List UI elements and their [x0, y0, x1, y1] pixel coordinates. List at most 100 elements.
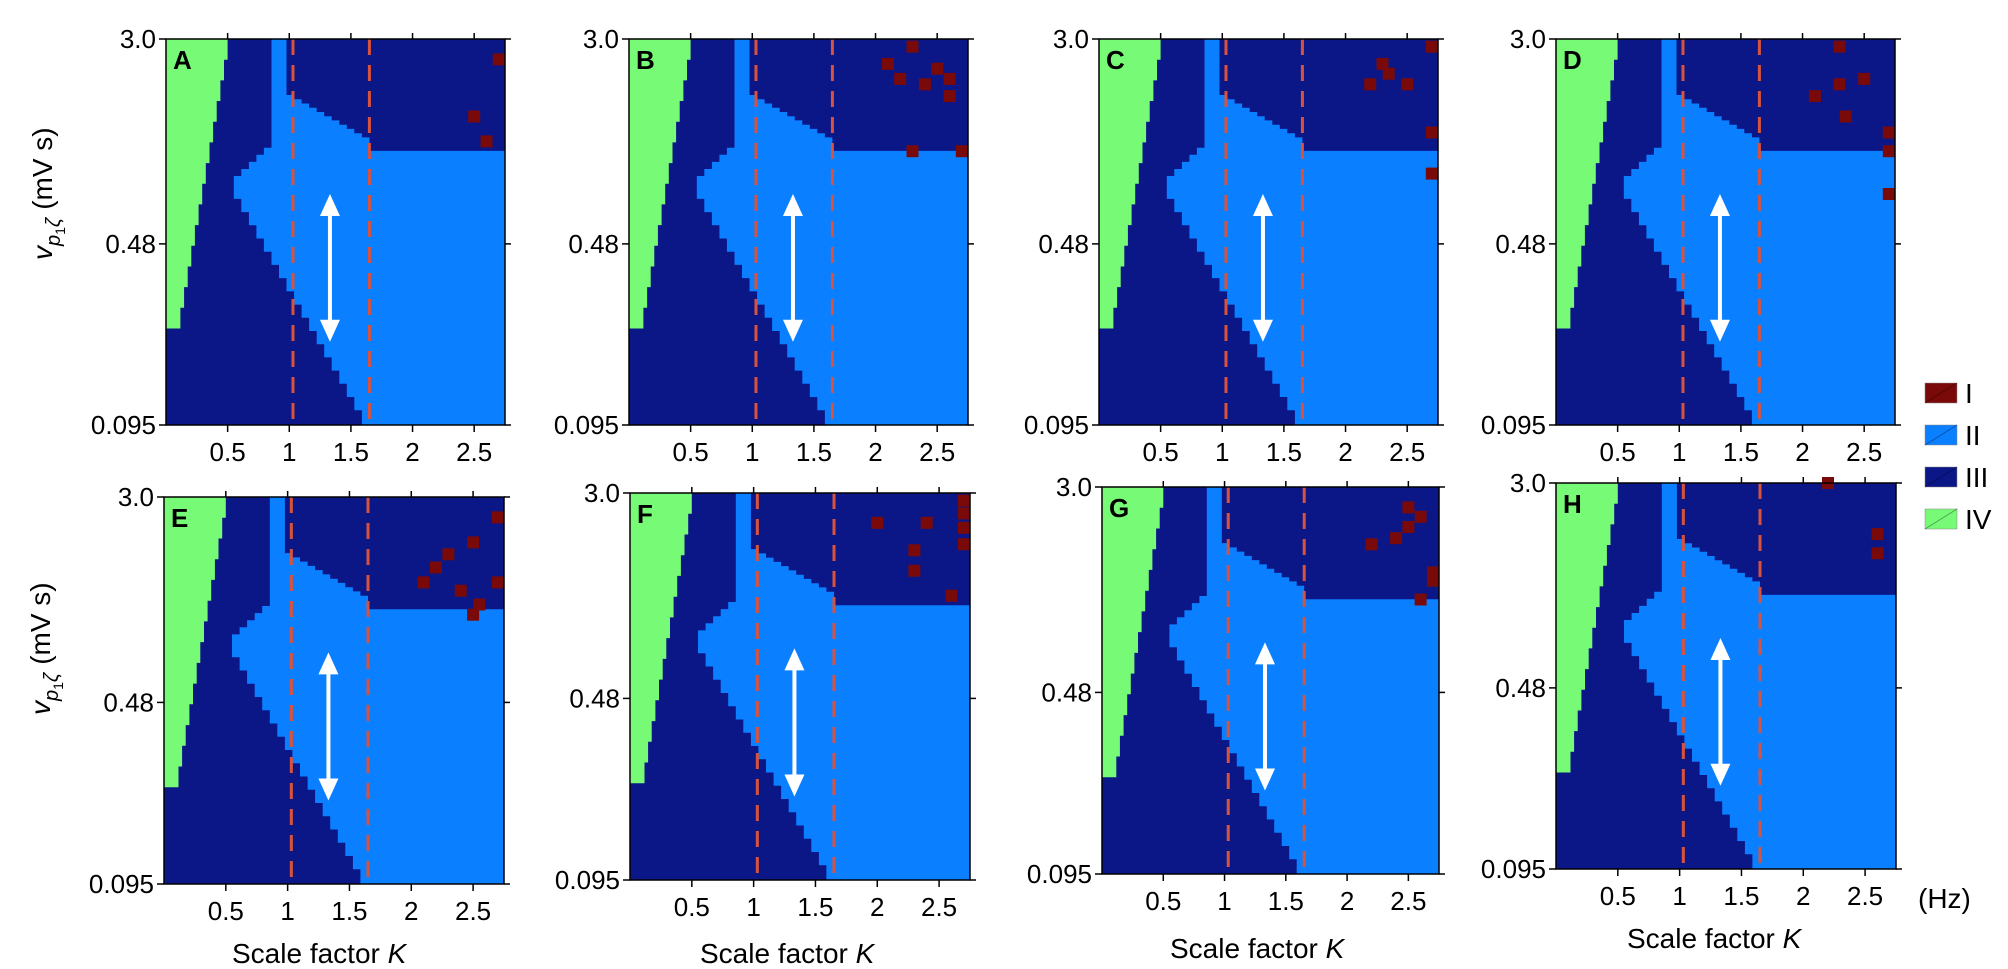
x-tick-label: 1.5	[1723, 881, 1759, 911]
x-tick-label: 1	[745, 437, 759, 467]
legend-swatch-line	[1924, 382, 1958, 404]
region-I-cell	[468, 110, 481, 123]
x-tick-label: 2	[1796, 881, 1810, 911]
region-I-cell	[957, 521, 970, 534]
x-tick-label: 1.5	[331, 896, 367, 926]
region-I-cell	[908, 564, 921, 577]
x-tick-label: 0.5	[673, 437, 709, 467]
y-tick-label: 0.48	[105, 229, 156, 259]
region-IV	[630, 493, 692, 784]
plot-frame	[1101, 486, 1440, 875]
y-tick-label: 0.48	[103, 687, 154, 717]
arrow-head-up	[1710, 637, 1731, 660]
ylabel-units: (mV s)	[25, 582, 56, 664]
arrow-head-down	[1252, 319, 1273, 342]
y-tick-label: 0.48	[1038, 229, 1089, 259]
panel-C: C 0.5 1 1.5 2 2.5 0.095 0.48 3.0	[1024, 24, 1444, 467]
y-tick-label: 0.095	[1027, 859, 1092, 889]
x-tick-label: 0.5	[674, 892, 710, 922]
region-I-cell	[920, 516, 933, 529]
x-tick-label: 1.5	[796, 437, 832, 467]
x-tick-label: 2.5	[1389, 437, 1425, 467]
arrow-head-up	[1254, 642, 1275, 665]
y-tick-label: 3.0	[118, 482, 154, 512]
ylabel-sub: p	[41, 690, 63, 702]
legend-swatch-line	[1924, 466, 1958, 488]
y-tick-label: 0.095	[1481, 410, 1546, 440]
legend-label: I	[1965, 378, 1973, 409]
plot-frame	[165, 38, 506, 426]
x-tick-label: 1	[282, 437, 296, 467]
region-I-cell	[918, 78, 931, 91]
region-I-cell	[1402, 521, 1415, 533]
arrow-head-down	[1254, 768, 1275, 791]
legend-swatch-line	[1924, 424, 1958, 446]
region-I-cell	[1425, 40, 1438, 53]
ylabel-var: v	[27, 244, 58, 260]
x-tick-label: 2.5	[1846, 437, 1882, 467]
panel-A: A 0.5 1 1.5 2 2.5 0.095 0.48 3.0	[91, 24, 511, 467]
region-I-cell	[894, 72, 907, 85]
panel-letter: H	[1563, 489, 1582, 519]
region-I-cell	[491, 511, 504, 524]
arrow-head-up	[319, 193, 340, 216]
region-IV	[629, 39, 691, 329]
y-tick-label: 0.095	[1481, 854, 1546, 884]
arrow-head-down	[1710, 763, 1731, 786]
x-tick-label: 2.5	[456, 437, 492, 467]
panel-letter: C	[1106, 45, 1125, 75]
region-I-cell	[945, 589, 958, 602]
region-I-cell	[473, 598, 486, 611]
legend-label: IV	[1965, 504, 1992, 535]
region-IV	[1556, 483, 1618, 773]
region-I-cell	[1364, 78, 1377, 91]
arrow-head-up	[782, 193, 803, 216]
region-I-cell	[943, 90, 956, 103]
region-I-cell	[454, 584, 467, 597]
region-I-cell	[943, 72, 956, 85]
y-tick-label: 0.48	[569, 683, 620, 713]
x-tick-label: 2.5	[1390, 886, 1426, 916]
region-I-cell	[1382, 67, 1395, 80]
y-tick-label: 3.0	[584, 478, 620, 508]
xlabel-col-4: Scale factor K	[1627, 923, 1803, 954]
region-I-cell	[492, 53, 505, 66]
plot-frame	[629, 492, 971, 881]
region-I-cell	[931, 62, 944, 75]
x-tick-label: 2.5	[921, 892, 957, 922]
svg-text:vp1ζ(mV s): vp1ζ (mV s)	[27, 127, 68, 260]
region-IV	[164, 497, 226, 788]
ylabel-zeta: ζ	[41, 671, 63, 682]
x-units: (Hz)	[1918, 883, 1971, 914]
region-I-cell	[1390, 532, 1403, 545]
region-I-cell	[906, 145, 919, 158]
legend-swatch-line	[1924, 508, 1958, 530]
plot-frame	[1098, 38, 1439, 426]
region-I-cell	[871, 516, 884, 529]
plot-frame	[1555, 38, 1896, 426]
region-I-cell	[467, 608, 480, 621]
x-tick-label: 0.5	[1600, 881, 1636, 911]
y-tick-label: 0.095	[89, 869, 154, 899]
x-tick-label: 0.5	[1143, 437, 1179, 467]
x-tick-label: 1	[1672, 881, 1686, 911]
xlabel-col-2: Scale factor K	[700, 938, 876, 969]
region-I-cell	[480, 135, 493, 148]
x-tick-label: 0.5	[208, 896, 244, 926]
x-tick-label: 1	[1217, 886, 1231, 916]
x-tick-label: 1.5	[1723, 437, 1759, 467]
region-I-cell	[1808, 90, 1821, 103]
region-I-cell	[1365, 538, 1378, 551]
region-I-cell	[1833, 78, 1846, 91]
x-tick-label: 1	[1215, 437, 1229, 467]
region-I-cell	[1858, 72, 1871, 85]
x-tick-label: 1	[746, 892, 760, 922]
x-tick-label: 1	[280, 896, 294, 926]
region-I-cell	[1839, 110, 1852, 123]
x-tick-label: 2.5	[919, 437, 955, 467]
region-I-cell	[1882, 126, 1895, 139]
arrow-head-down	[784, 774, 805, 797]
region-I-cell	[1414, 593, 1427, 606]
y-tick-label: 0.48	[1495, 673, 1546, 703]
x-tick-label: 1	[1672, 437, 1686, 467]
